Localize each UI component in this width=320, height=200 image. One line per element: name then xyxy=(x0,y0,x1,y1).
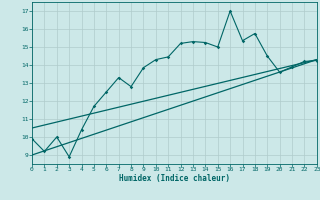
X-axis label: Humidex (Indice chaleur): Humidex (Indice chaleur) xyxy=(119,174,230,183)
